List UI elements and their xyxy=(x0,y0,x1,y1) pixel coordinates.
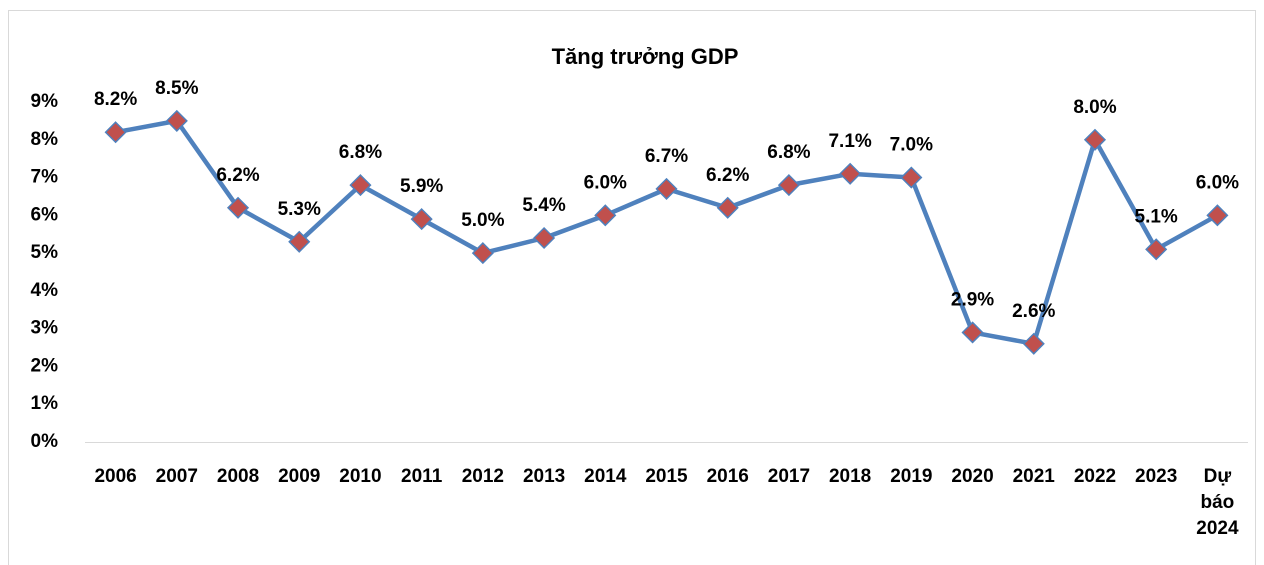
y-tick-label: 0% xyxy=(31,431,59,452)
data-label: 5.4% xyxy=(522,195,565,216)
y-tick-label: 2% xyxy=(31,355,59,376)
marker xyxy=(288,230,311,253)
x-tick-label: 2010 xyxy=(339,466,382,487)
y-tick-label: 4% xyxy=(31,280,59,301)
marker xyxy=(165,109,188,132)
data-label: 7.1% xyxy=(828,131,871,152)
data-label: 6.8% xyxy=(767,142,810,163)
marker xyxy=(1022,332,1045,355)
data-label: 6.0% xyxy=(584,172,627,193)
x-tick-label: 2021 xyxy=(1012,466,1055,487)
marker xyxy=(1083,128,1107,151)
marker xyxy=(594,204,617,227)
data-label: 8.5% xyxy=(155,78,198,99)
chart-border xyxy=(8,10,1256,565)
x-tick-label: 2006 xyxy=(94,466,137,487)
x-tick-label: Dự báo 2024 xyxy=(1196,466,1239,539)
marker xyxy=(349,174,372,197)
data-label: 7.0% xyxy=(890,135,933,156)
data-label: 5.3% xyxy=(278,199,321,220)
marker xyxy=(104,121,127,144)
data-label: 8.0% xyxy=(1073,97,1116,118)
chart-title: Tăng trưởng GDP xyxy=(552,44,739,69)
data-label: 5.1% xyxy=(1135,206,1178,227)
x-tick-label: 2008 xyxy=(216,466,260,487)
y-tick-label: 1% xyxy=(31,393,59,414)
y-tick-label: 5% xyxy=(31,242,59,263)
y-tick-label: 8% xyxy=(31,129,59,150)
marker xyxy=(777,174,800,197)
x-tick-label: 2020 xyxy=(951,466,994,487)
marker xyxy=(226,196,250,219)
data-label: 6.0% xyxy=(1196,172,1239,193)
x-tick-label: 2016 xyxy=(706,466,749,487)
marker xyxy=(533,226,556,250)
x-tick-label: 2017 xyxy=(767,466,811,487)
x-tick-label: 2013 xyxy=(522,466,566,487)
marker xyxy=(839,162,862,185)
y-tick-label: 6% xyxy=(31,204,59,225)
data-label: 5.0% xyxy=(461,210,504,231)
marker xyxy=(961,321,984,344)
x-tick-label: 2014 xyxy=(584,466,627,487)
y-tick-label: 3% xyxy=(31,318,59,339)
data-label: 6.8% xyxy=(339,142,382,163)
x-tick-label: 2018 xyxy=(828,466,872,487)
data-label: 2.9% xyxy=(951,289,994,310)
marker xyxy=(471,242,494,265)
data-label: 6.2% xyxy=(706,165,749,186)
data-label: 6.2% xyxy=(216,165,259,186)
marker xyxy=(900,166,923,189)
x-tick-label: 2007 xyxy=(155,466,198,487)
marker xyxy=(716,196,739,219)
marker xyxy=(410,208,433,231)
x-tick-label: 2019 xyxy=(890,466,933,487)
x-tick-label: 2015 xyxy=(645,466,688,487)
y-tick-label: 9% xyxy=(31,91,59,112)
y-tick-label: 7% xyxy=(31,167,59,188)
data-label: 2.6% xyxy=(1012,301,1055,322)
data-label: 5.9% xyxy=(400,176,443,197)
x-tick-label: 2009 xyxy=(278,466,321,487)
marker xyxy=(1206,204,1229,227)
x-tick-label: 2012 xyxy=(461,466,504,487)
marker xyxy=(655,177,678,200)
x-tick-label: 2011 xyxy=(401,466,443,487)
data-label: 8.2% xyxy=(94,89,137,110)
marker xyxy=(1145,238,1168,261)
x-tick-label: 2022 xyxy=(1073,466,1117,487)
x-tick-label: 2023 xyxy=(1135,466,1178,487)
data-label: 6.7% xyxy=(645,146,688,167)
